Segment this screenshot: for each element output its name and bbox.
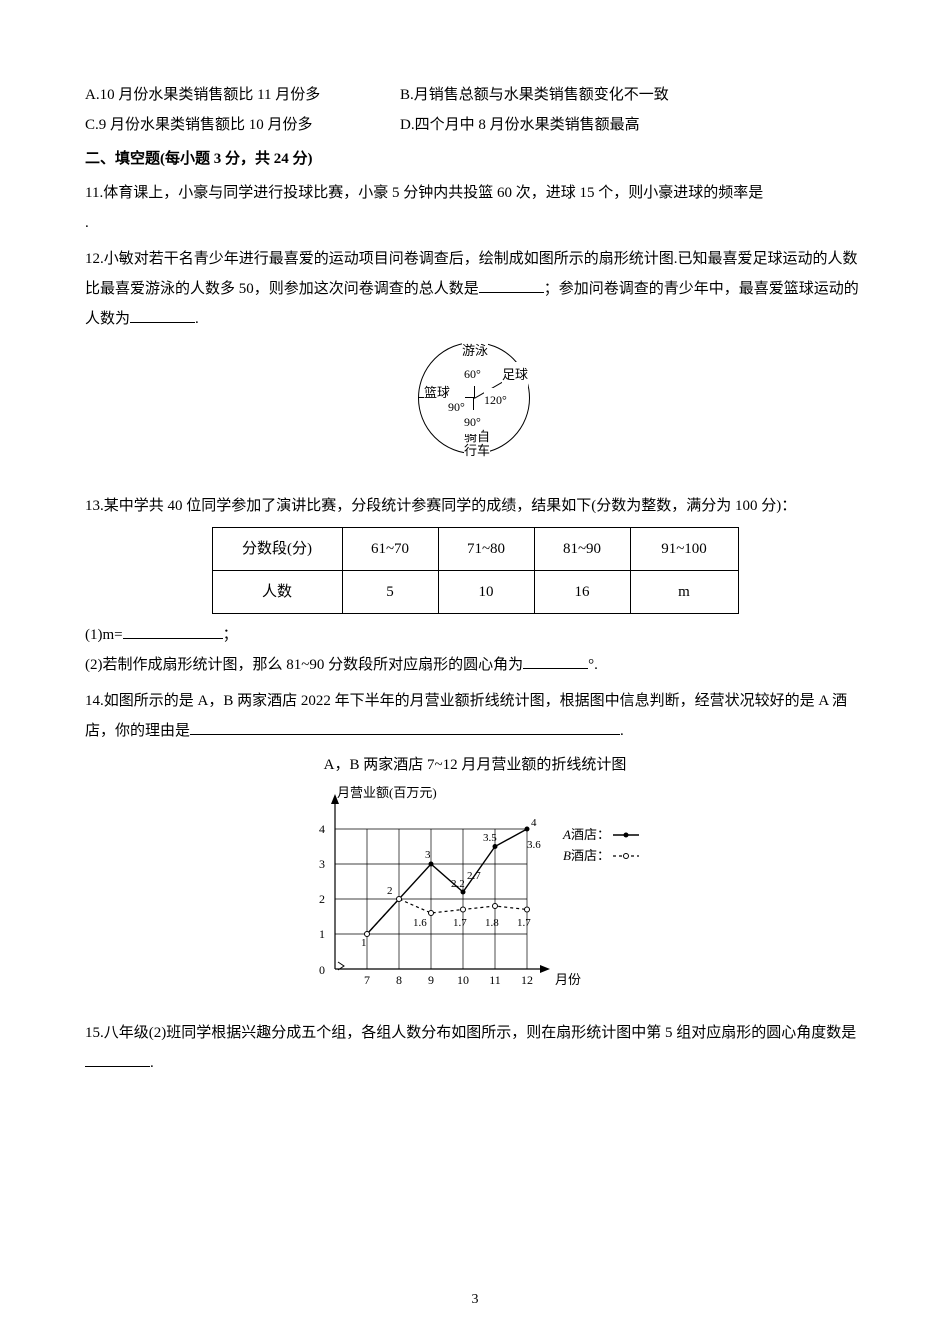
td-71-80: 10 xyxy=(438,571,534,614)
svg-text:2.7: 2.7 xyxy=(467,870,481,882)
line-chart: 0 1 2 3 4 7 8 9 10 11 12 xyxy=(295,784,655,1010)
question-11: 11.体育课上，小豪与同学进行投球比赛，小豪 5 分钟内共投篮 60 次，进球 … xyxy=(85,178,865,208)
q13-c-blank xyxy=(523,654,588,669)
svg-text:2.2: 2.2 xyxy=(451,878,465,890)
q14-text-b: . xyxy=(620,723,624,739)
q13-m-suffix: ； xyxy=(223,627,238,643)
svg-text:4: 4 xyxy=(319,822,325,836)
option-d: D.四个月中 8 月份水果类销售额最高 xyxy=(400,110,640,140)
svg-text:2: 2 xyxy=(319,892,325,906)
svg-text:1.7: 1.7 xyxy=(453,917,467,929)
pie-angle-bike: 90° xyxy=(464,410,481,434)
svg-text:1: 1 xyxy=(361,937,367,949)
svg-text:3.5: 3.5 xyxy=(483,832,497,844)
q13-text-a: 13.某中学共 40 位同学参加了演讲比赛，分段统计参赛同学的成绩，结果如下(分… xyxy=(85,498,796,514)
score-table: 分数段(分) 61~70 71~80 81~90 91~100 人数 5 10 … xyxy=(212,527,739,614)
q12-blank-1 xyxy=(479,278,544,293)
y-axis-label: 月营业额(百万元) xyxy=(337,785,437,800)
td-91-100: m xyxy=(630,571,738,614)
svg-text:1: 1 xyxy=(319,927,325,941)
q14-blank xyxy=(190,720,620,735)
svg-text:1.7: 1.7 xyxy=(517,917,531,929)
th-81-90: 81~90 xyxy=(534,528,630,571)
svg-text:4: 4 xyxy=(531,817,537,829)
svg-text:3: 3 xyxy=(425,849,431,861)
line-chart-svg: 0 1 2 3 4 7 8 9 10 11 12 xyxy=(295,784,655,999)
q12-text-c: . xyxy=(195,311,199,327)
question-13: 13.某中学共 40 位同学参加了演讲比赛，分段统计参赛同学的成绩，结果如下(分… xyxy=(85,491,865,521)
svg-text:11: 11 xyxy=(489,973,501,987)
svg-text:B酒店：: B酒店： xyxy=(563,848,610,863)
line-chart-container: A，B 两家酒店 7~12 月月营业额的折线统计图 0 1 2 3 4 7 8 xyxy=(85,750,865,1010)
table-row: 分数段(分) 61~70 71~80 81~90 91~100 xyxy=(212,528,738,571)
svg-text:10: 10 xyxy=(457,973,469,987)
pie-label-swim: 游泳 xyxy=(462,338,488,364)
th-91-100: 91~100 xyxy=(630,528,738,571)
q13-m-blank xyxy=(123,624,223,639)
score-table-container: 分数段(分) 61~70 71~80 81~90 91~100 人数 5 10 … xyxy=(85,527,865,614)
th-61-70: 61~70 xyxy=(342,528,438,571)
q13-c-line: (2)若制作成扇形统计图，那么 81~90 分数段所对应扇形的圆心角为 °. xyxy=(85,650,865,680)
pie-chart: 游泳 足球 篮球 骑自 行车 60° 120° 90° 90° xyxy=(410,340,540,470)
svg-text:2: 2 xyxy=(387,885,393,897)
td-61-70: 5 xyxy=(342,571,438,614)
svg-text:0: 0 xyxy=(319,963,325,977)
q15-blank xyxy=(85,1052,150,1067)
svg-text:1.8: 1.8 xyxy=(485,917,499,929)
legend-a: A酒店： xyxy=(562,827,639,842)
svg-text:8: 8 xyxy=(396,973,402,987)
q13-m-prefix: (1)m= xyxy=(85,627,123,643)
td-81-90: 16 xyxy=(534,571,630,614)
q13-deg: °. xyxy=(588,657,598,673)
legend-b: B酒店： xyxy=(563,848,639,863)
page-number: 3 xyxy=(0,1286,950,1314)
th-71-80: 71~80 xyxy=(438,528,534,571)
pie-angle-basketball: 90° xyxy=(448,395,465,419)
q11-text: 11.体育课上，小豪与同学进行投球比赛，小豪 5 分钟内共投篮 60 次，进球 … xyxy=(85,185,763,201)
question-15: 15.八年级(2)班同学根据兴趣分成五个组，各组人数分布如图所示，则在扇形统计图… xyxy=(85,1018,865,1078)
svg-text:12: 12 xyxy=(521,973,533,987)
q13-m-line: (1)m= ； xyxy=(85,620,865,650)
pie-label-bike: 骑自 行车 xyxy=(464,430,490,459)
svg-text:9: 9 xyxy=(428,973,434,987)
pie-label-football: 足球 xyxy=(502,362,528,388)
svg-text:A酒店：: A酒店： xyxy=(562,827,610,842)
td-label: 人数 xyxy=(212,571,342,614)
th-label: 分数段(分) xyxy=(212,528,342,571)
table-row: 人数 5 10 16 m xyxy=(212,571,738,614)
pie-chart-container: 游泳 足球 篮球 骑自 行车 60° 120° 90° 90° xyxy=(85,340,865,481)
svg-text:1.6: 1.6 xyxy=(413,917,427,929)
q12-blank-2 xyxy=(130,308,195,323)
option-c: C.9 月份水果类销售额比 10 月份多 xyxy=(85,110,400,140)
q13-c-text: (2)若制作成扇形统计图，那么 81~90 分数段所对应扇形的圆心角为 xyxy=(85,657,523,673)
line-chart-title: A，B 两家酒店 7~12 月月营业额的折线统计图 xyxy=(85,750,865,780)
pie-angle-football: 120° xyxy=(484,388,507,412)
option-b: B.月销售总额与水果类销售额变化不一致 xyxy=(400,80,669,110)
pie-label-basketball: 篮球 xyxy=(424,380,450,406)
question-12: 12.小敏对若干名青少年进行最喜爱的运动项目问卷调查后，绘制成如图所示的扇形统计… xyxy=(85,244,865,334)
pie-label-bike-2: 行车 xyxy=(464,443,490,458)
svg-text:3: 3 xyxy=(319,857,325,871)
q11-dot: . xyxy=(85,208,865,238)
question-14: 14.如图所示的是 A，B 两家酒店 2022 年下半年的月营业额折线统计图，根… xyxy=(85,686,865,746)
option-a: A.10 月份水果类销售额比 11 月份多 xyxy=(85,80,400,110)
svg-text:7: 7 xyxy=(364,973,370,987)
q15-text-b: . xyxy=(150,1055,154,1071)
q15-text-a: 15.八年级(2)班同学根据兴趣分成五个组，各组人数分布如图所示，则在扇形统计图… xyxy=(85,1025,856,1041)
svg-text:3.6: 3.6 xyxy=(527,839,541,851)
x-axis-label: 月份 xyxy=(555,972,581,987)
section-2-title: 二、填空题(每小题 3 分，共 24 分) xyxy=(85,144,865,174)
pie-angle-swim: 60° xyxy=(464,362,481,386)
